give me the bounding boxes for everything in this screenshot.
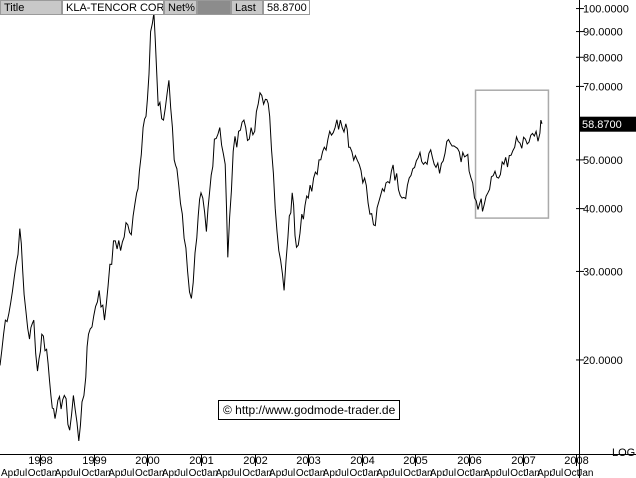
x-quarter-label: Jul — [282, 468, 295, 478]
price-series-layer — [0, 12, 543, 442]
last-value: 58.8700 — [263, 0, 310, 15]
x-quarter-label: Oct — [403, 468, 419, 478]
x-quarter-label: Jul — [551, 468, 564, 478]
x-quarter-label: Jan — [524, 468, 540, 478]
x-quarter-label: Oct — [242, 468, 258, 478]
price-series-line — [0, 12, 543, 442]
x-quarter-label: Oct — [135, 468, 151, 478]
x-year-label: 2003 — [296, 455, 320, 467]
year-divider-group — [40, 454, 577, 466]
y-tick-label: 20.0000 — [583, 355, 623, 367]
y-tick-layer: 100.0000 90.0000 80.0000 70.0000 50.0000 40.0… — [576, 4, 629, 367]
y-tick-label: 50.0000 — [583, 155, 623, 167]
last-price-label: 58.8700 — [582, 119, 622, 131]
x-year-label: 2005 — [403, 455, 427, 467]
y-tick-label: 80.0000 — [583, 52, 623, 64]
y-tick-label: 30.0000 — [583, 266, 623, 278]
x-quarter-label: Jul — [14, 468, 27, 478]
x-tick-layer: 1998 1999 2000 2001 2002 2003 2004 2005 2006 2007… — [1, 455, 593, 478]
x-quarter-label: Oct — [457, 468, 473, 478]
x-quarter-label: Apr — [376, 468, 392, 478]
x-quarter-label: Apr — [215, 468, 231, 478]
net-percent-label: Net% — [164, 0, 197, 15]
highlight-box-layer — [474, 89, 550, 219]
x-quarter-label: Apr — [1, 468, 17, 478]
x-year-label: 1999 — [82, 455, 106, 467]
x-quarter-label: Jan — [95, 468, 111, 478]
highlight-box — [474, 89, 550, 219]
x-quarter-label: Jan — [577, 468, 593, 478]
x-year-label: 2008 — [564, 455, 588, 467]
x-quarter-label: Jul — [229, 468, 242, 478]
x-quarter-label: Jul — [443, 468, 456, 478]
y-tick-label: 40.0000 — [583, 204, 623, 216]
x-quarter-label: Jul — [175, 468, 188, 478]
x-quarter-label: Jan — [416, 468, 432, 478]
x-quarter-label: Oct — [510, 468, 526, 478]
x-quarter-label: Oct — [81, 468, 97, 478]
x-quarter-label: Jan — [309, 468, 325, 478]
last-price-box — [580, 116, 636, 132]
net-percent-value — [197, 0, 231, 15]
x-quarter-label: Apr — [323, 468, 339, 478]
x-quarter-label: Jul — [68, 468, 81, 478]
x-year-label: 2002 — [243, 455, 267, 467]
x-year-label: 1998 — [28, 455, 52, 467]
x-quarter-label: Apr — [108, 468, 124, 478]
x-quarter-label: Jan — [41, 468, 57, 478]
x-quarter-label: Oct — [296, 468, 312, 478]
x-quarter-label: Jan — [470, 468, 486, 478]
x-quarter-label: Apr — [162, 468, 178, 478]
x-quarter-label: Jan — [363, 468, 379, 478]
title-label: Title — [0, 0, 62, 15]
x-quarter-label: Jan — [202, 468, 218, 478]
x-quarter-label: Jul — [336, 468, 349, 478]
y-tick-label: 70.0000 — [583, 81, 623, 93]
x-year-label: 2004 — [350, 455, 374, 467]
log-scale-label: LOG — [612, 447, 635, 459]
x-year-label: 2001 — [189, 455, 213, 467]
x-quarter-label: Oct — [564, 468, 580, 478]
last-price-marker: 58.8700 — [580, 116, 636, 132]
x-quarter-label: Oct — [28, 468, 44, 478]
x-quarter-label: Apr — [537, 468, 553, 478]
website-credit[interactable]: © http://www.godmode-trader.de — [218, 400, 401, 420]
x-quarter-label: Oct — [349, 468, 365, 478]
last-label: Last — [231, 0, 263, 15]
x-quarter-label: Jul — [497, 468, 510, 478]
x-year-label: 2007 — [511, 455, 535, 467]
x-quarter-label: Jul — [122, 468, 135, 478]
x-quarter-label: Apr — [430, 468, 446, 478]
x-quarter-label: Apr — [55, 468, 71, 478]
x-quarter-label: Apr — [484, 468, 500, 478]
x-year-label: 2006 — [457, 455, 481, 467]
x-quarter-label: Oct — [189, 468, 205, 478]
x-year-label: 2000 — [135, 455, 159, 467]
title-value: KLA-TENCOR CORP — [62, 0, 164, 15]
x-quarter-label: Apr — [269, 468, 285, 478]
y-tick-label: 100.0000 — [583, 4, 629, 16]
x-quarter-label: Jan — [148, 468, 164, 478]
x-quarter-label: Jul — [390, 468, 403, 478]
x-quarter-label: Jan — [256, 468, 272, 478]
y-tick-label: 90.0000 — [583, 27, 623, 39]
